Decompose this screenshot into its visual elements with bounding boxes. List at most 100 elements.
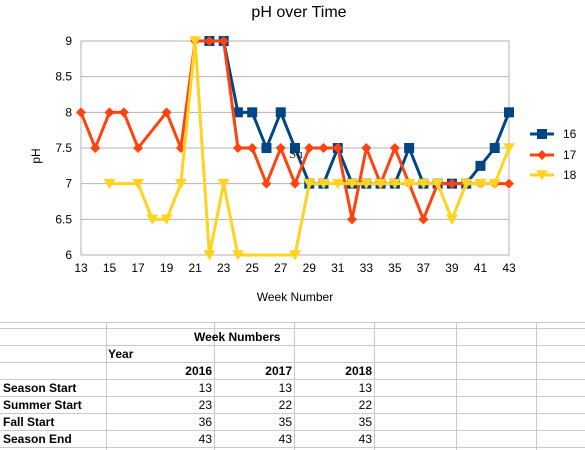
x-tick-label: 31 (331, 261, 345, 275)
table-cell: 22 (278, 398, 292, 412)
data-point-18 (231, 250, 244, 261)
x-tick-label: 17 (131, 261, 145, 275)
x-tick-label: 15 (103, 261, 117, 275)
data-point-17 (232, 143, 243, 153)
x-tick-label: 25 (246, 261, 260, 275)
table-cell: 13 (198, 381, 212, 395)
y-tick-label: 6.5 (55, 212, 72, 226)
data-point-17 (261, 178, 272, 189)
data-point-18 (160, 214, 173, 225)
legend-marker-17 (537, 150, 547, 160)
legend-label-16: 16 (563, 127, 577, 141)
table-cell: 43 (358, 432, 372, 446)
grid-line (0, 328, 585, 329)
x-tick-label: 13 (74, 261, 88, 275)
legend-label-17: 17 (563, 148, 577, 162)
table-cell: 13 (278, 381, 292, 395)
spreadsheet-grid: Week Numbers Year 2016 2017 2018 Season … (0, 322, 585, 450)
y-tick-label: 6 (65, 248, 72, 262)
table-cell: 43 (198, 432, 212, 446)
y-tick-label: 9 (65, 34, 72, 48)
data-point-18 (331, 178, 344, 190)
y-tick-label: 8.5 (55, 70, 72, 84)
data-point-17 (418, 214, 429, 225)
legend-label-18: 18 (563, 168, 577, 182)
grid-line (294, 322, 295, 450)
data-point-18 (203, 250, 216, 261)
data-point-17 (275, 143, 286, 153)
data-point-16 (247, 107, 258, 118)
data-point-18 (374, 178, 387, 190)
table-cell: 36 (198, 415, 212, 429)
data-point-16 (232, 107, 243, 118)
grid-line (0, 447, 585, 448)
grid-line (0, 322, 585, 323)
row-label-season-start: Season Start (3, 381, 77, 395)
data-point-16 (275, 107, 286, 118)
data-point-17 (290, 178, 300, 189)
ph-chart: pH over Time 6 6.5 7 7.5 8 8.5 9 13 15 17 19 21 23 25 2… (29, 4, 577, 304)
data-point-16 (504, 107, 514, 118)
data-point-17 (446, 178, 457, 189)
legend-marker-16 (537, 129, 547, 139)
data-point-17 (304, 143, 315, 153)
data-point-18 (303, 178, 316, 190)
x-tick-label: 29 (303, 261, 317, 275)
data-point-17 (204, 36, 215, 46)
grid-line (536, 322, 537, 450)
table-cell: 13 (358, 381, 372, 395)
data-point-18 (217, 178, 230, 190)
grid-line (0, 396, 585, 397)
data-point-18 (503, 143, 515, 154)
grid-line (374, 322, 375, 450)
y-tick-label: 7 (65, 177, 72, 191)
data-point-17 (76, 107, 86, 118)
x-tick-label: 43 (502, 261, 516, 275)
data-point-16 (475, 160, 486, 171)
data-point-17 (218, 36, 229, 46)
chart-title: pH over Time (251, 4, 346, 21)
year-header-2016: 2016 (185, 364, 212, 378)
y-axis-label: pH (29, 148, 43, 163)
data-point-18 (360, 178, 373, 190)
data-point-18 (488, 178, 501, 190)
x-tick-label: 23 (217, 261, 231, 275)
data-point-18 (317, 178, 330, 190)
data-point-17 (504, 178, 514, 189)
grid-line (106, 322, 107, 450)
data-point-18 (289, 250, 301, 261)
x-tick-label: 19 (160, 261, 174, 275)
x-tick-label: 41 (474, 261, 488, 275)
year-label: Year (108, 347, 134, 361)
grid-line (0, 362, 585, 363)
series-line-17 (79, 39, 509, 221)
data-point-16 (261, 143, 272, 153)
data-point-16 (404, 143, 415, 153)
y-tick-label: 8 (65, 105, 72, 119)
chart-annotation: Su (289, 146, 303, 161)
table-cell: 35 (358, 415, 372, 429)
data-point-18 (132, 178, 145, 190)
data-point-18 (189, 36, 202, 47)
x-tick-label: 27 (274, 261, 288, 275)
table-cell: 35 (278, 415, 292, 429)
data-point-17 (161, 107, 172, 118)
row-label-fall-start: Fall Start (3, 415, 55, 429)
data-point-17 (361, 143, 372, 153)
grid-line (456, 322, 457, 450)
table-cell: 22 (358, 398, 372, 412)
legend-marker-18 (536, 170, 548, 181)
data-point-17 (389, 143, 400, 153)
row-label-summer-start: Summer Start (3, 398, 82, 412)
x-tick-label: 21 (188, 261, 202, 275)
data-point-17 (347, 214, 358, 225)
data-point-18 (146, 214, 159, 225)
row-label-season-end: Season End (3, 432, 72, 446)
data-point-18 (431, 178, 444, 190)
grid-line (214, 322, 215, 450)
data-point-18 (103, 178, 116, 190)
x-tick-label: 33 (360, 261, 374, 275)
data-point-17 (90, 143, 101, 153)
year-header-2018: 2018 (345, 364, 372, 378)
data-point-18 (388, 178, 401, 190)
